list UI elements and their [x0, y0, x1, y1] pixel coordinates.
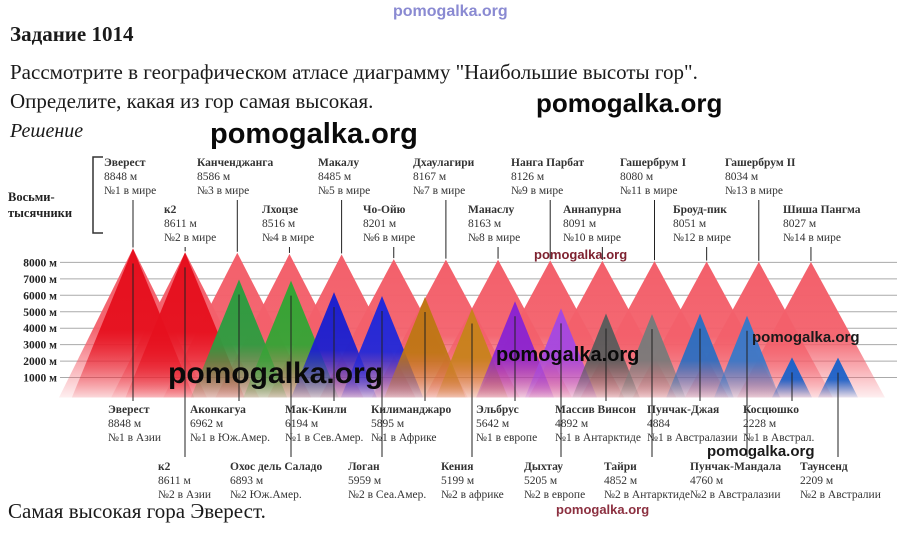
task-text-line-1: Рассмотрите в географическом атласе диаг… [10, 60, 698, 84]
y-axis-tick: 5000 м [23, 307, 57, 319]
world-peak-triangle [736, 261, 885, 398]
y-axis-tick: 3000 м [23, 340, 57, 352]
solution-label: Решение [10, 120, 84, 142]
task-title: Задание 1014 [10, 22, 134, 46]
group-label-line-1: Восьми- [8, 190, 55, 204]
eight-thousanders-group-label: Восьми- тысячники [8, 190, 72, 221]
y-axis-tick: 8000 м [23, 257, 57, 269]
y-axis-tick: 7000 м [23, 274, 57, 286]
y-axis-tick: 4000 м [23, 323, 57, 335]
y-axis-tick: 1000 м [23, 373, 57, 385]
answer-text: Самая высокая гора Эверест. [8, 499, 266, 523]
y-axis-tick: 6000 м [23, 290, 57, 302]
task-text-line-2: Определите, какая из гор самая высокая. [10, 89, 374, 113]
group-label-line-2: тысячники [8, 205, 73, 220]
y-axis-tick: 2000 м [23, 356, 57, 368]
